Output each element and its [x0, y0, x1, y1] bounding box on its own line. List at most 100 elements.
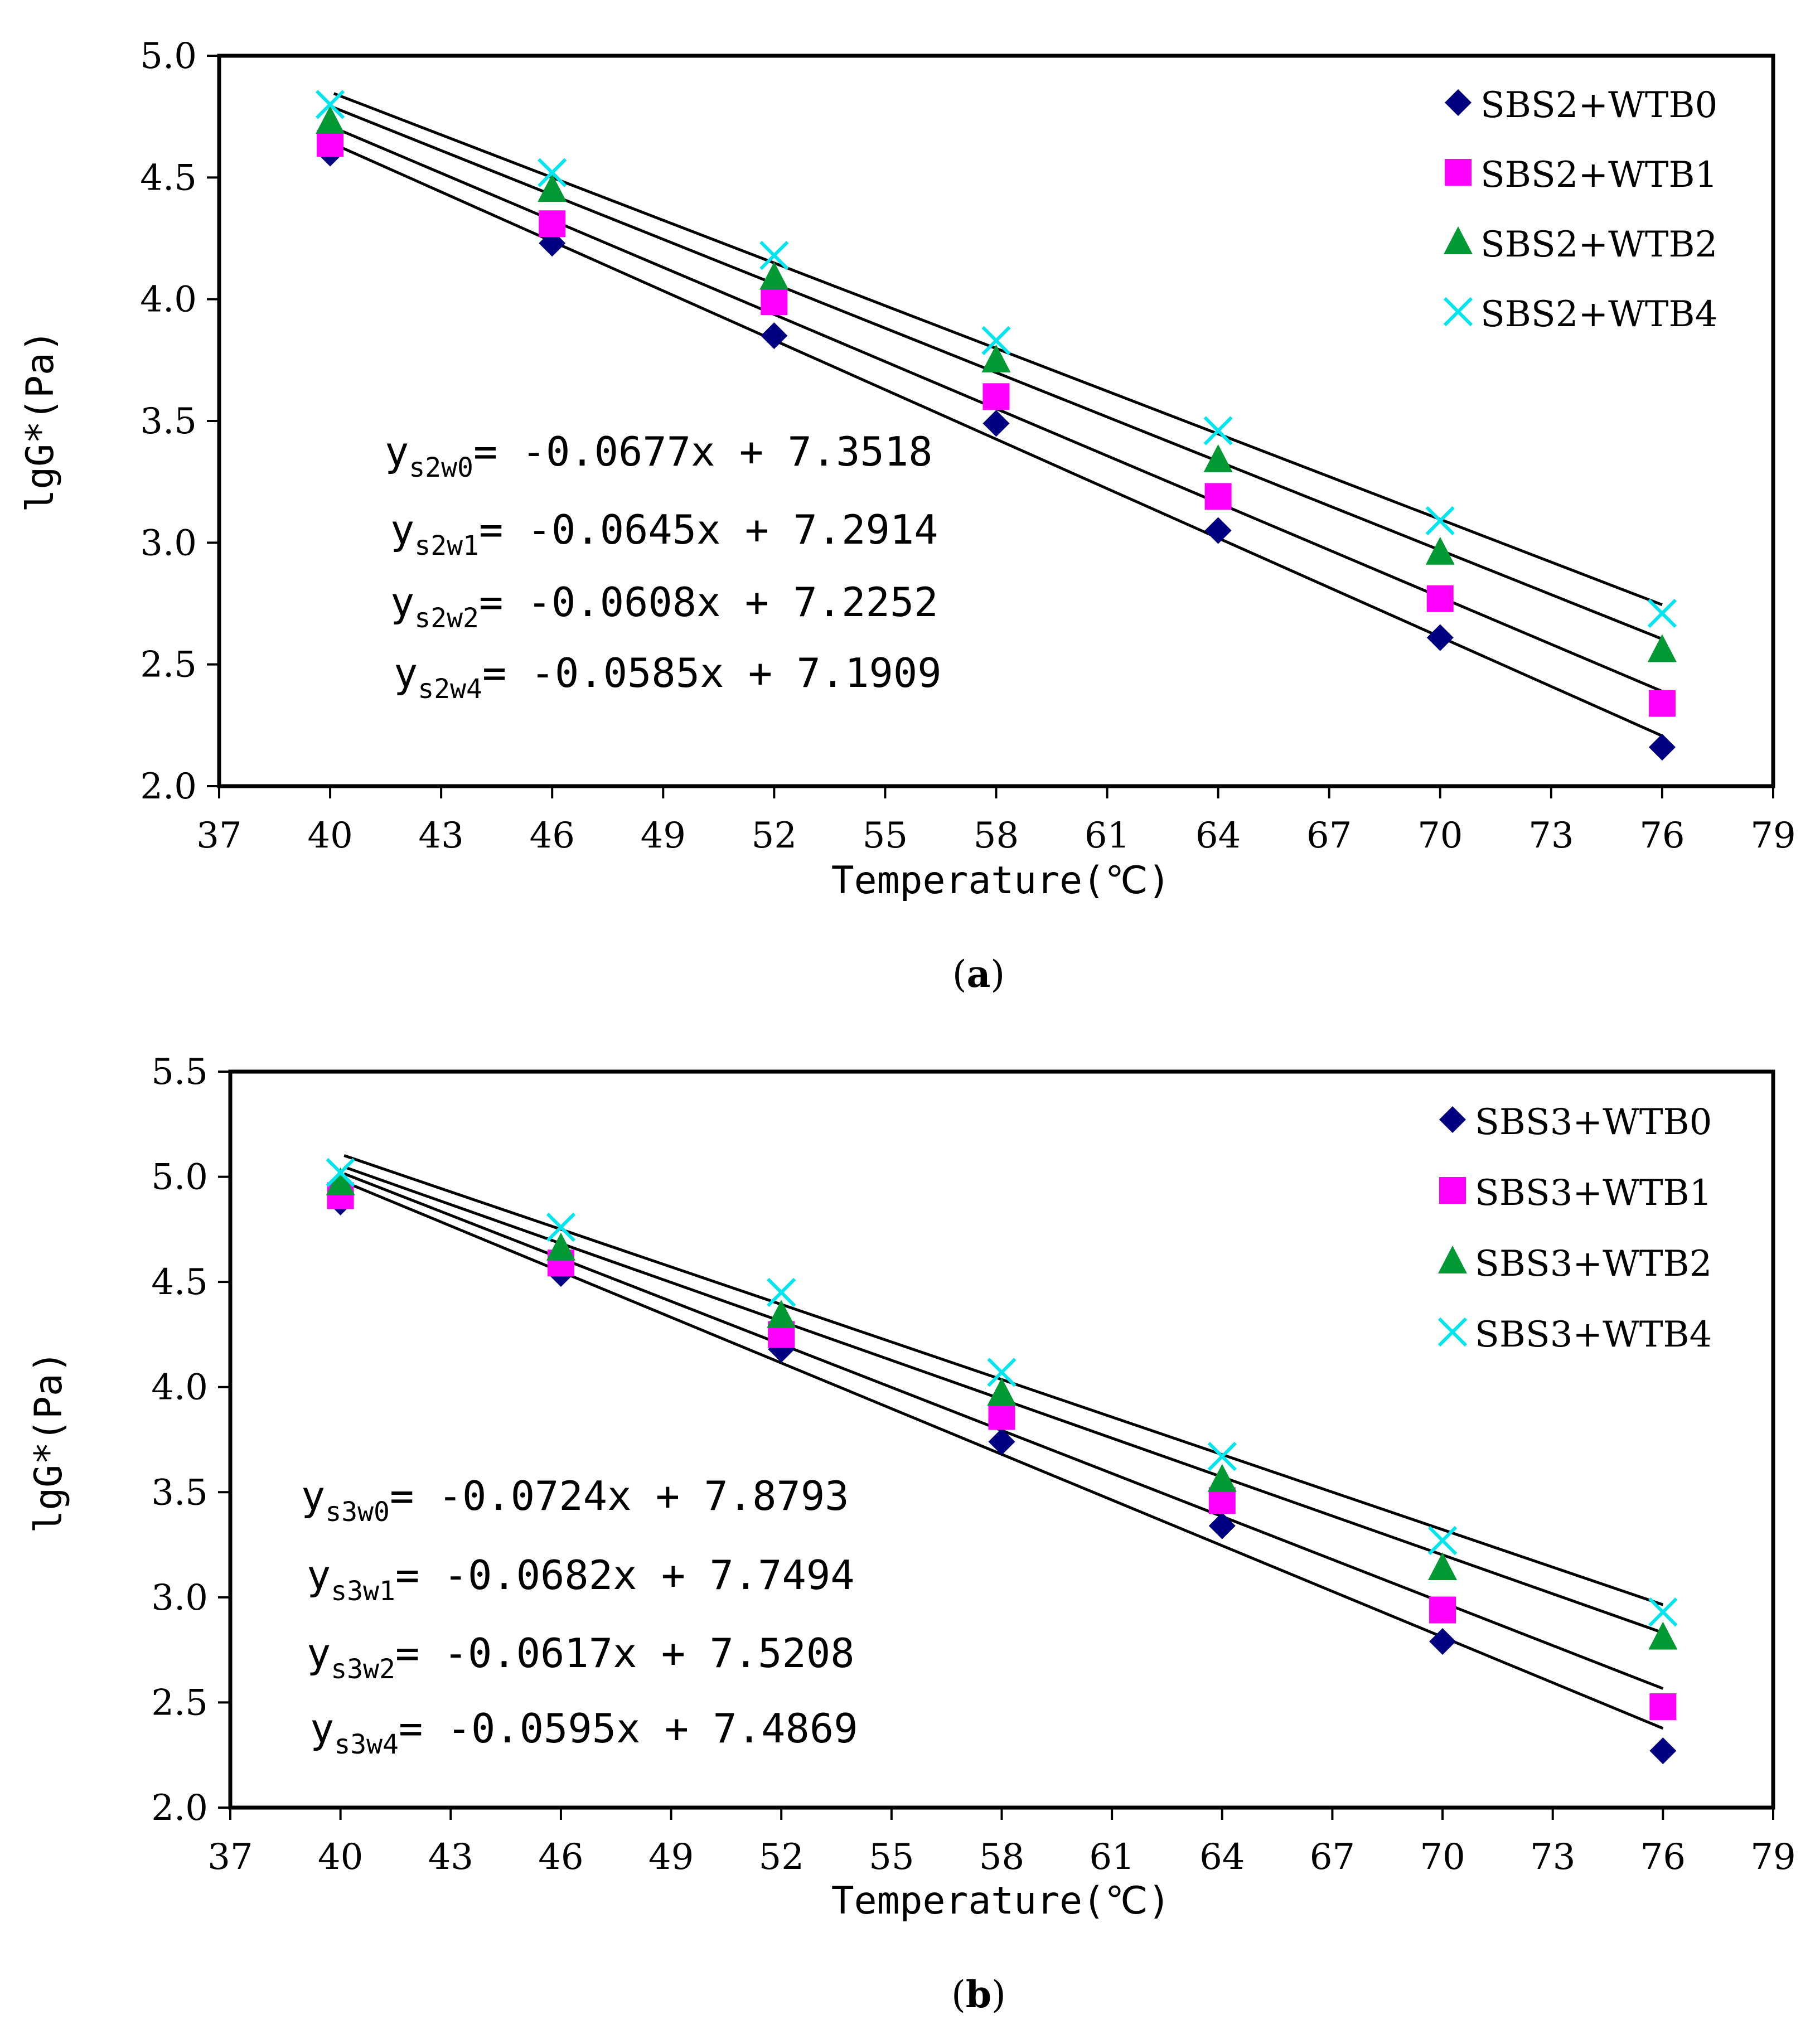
y-tick-label: 2.5: [140, 645, 197, 686]
data-point: [326, 1167, 355, 1195]
data-point: [982, 383, 1010, 410]
fit-equation: ys2w2= -0.0608x + 7.2252: [390, 579, 938, 634]
data-point: [1426, 585, 1454, 612]
x-tick-label: 46: [529, 815, 574, 856]
x-axis-label: Temperature(℃): [831, 1879, 1171, 1923]
y-tick-label: 3.5: [140, 401, 197, 442]
panel-label: (b): [951, 1973, 1006, 2016]
data-point: [1204, 517, 1232, 544]
x-tick-label: 40: [318, 1837, 363, 1878]
y-tick-label: 5.5: [151, 1052, 208, 1093]
legend-marker: [1437, 1317, 1468, 1347]
x-tick-label: 79: [1750, 1837, 1795, 1878]
x-tick-label: 76: [1640, 1837, 1686, 1878]
data-point: [316, 105, 345, 134]
x-tick-label: 70: [1417, 815, 1463, 856]
x-tick-label: 67: [1310, 1837, 1355, 1878]
legend-marker: [1445, 159, 1472, 186]
data-point: [767, 1300, 796, 1328]
legend-label: SBS3+WTB1: [1475, 1173, 1712, 1214]
data-point: [538, 174, 567, 202]
legend-marker: [1445, 89, 1472, 116]
fit-equation: ys3w1= -0.0682x + 7.7494: [307, 1552, 855, 1607]
data-point: [1429, 1596, 1456, 1624]
y-tick-label: 4.0: [140, 279, 197, 321]
data-point: [761, 288, 788, 316]
data-point: [1425, 536, 1455, 565]
legend-marker: [1443, 297, 1473, 327]
chart-b: 37 40 43 46 49 52 55 58 61 64 67 70 73 76 79 2.0 2.5 3.0 3…: [27, 1052, 1796, 2016]
legend-label: SBS2+WTB0: [1480, 85, 1717, 126]
x-tick-label: 79: [1750, 815, 1795, 856]
x-tick-label: 43: [418, 815, 463, 856]
legend-label: SBS2+WTB2: [1480, 224, 1717, 265]
x-tick-label: 37: [196, 815, 241, 856]
data-point: [988, 1403, 1015, 1430]
data-point: [539, 210, 566, 238]
x-tick-label: 40: [307, 815, 352, 856]
legend-label: SBS3+WTB0: [1475, 1102, 1712, 1143]
data-point: [759, 261, 789, 290]
data-point: [1648, 734, 1676, 761]
y-tick-label: 4.5: [151, 1262, 208, 1303]
legend-marker: [1438, 1246, 1467, 1273]
data-point: [1649, 1737, 1677, 1765]
data-point: [1648, 1621, 1678, 1650]
data-point: [987, 1358, 1017, 1387]
x-tick-label: 64: [1199, 1837, 1245, 1878]
x-tick-label: 64: [1195, 815, 1241, 856]
data-point: [315, 90, 345, 119]
data-point: [1426, 624, 1454, 651]
data-point: [761, 322, 788, 350]
data-point: [546, 1212, 576, 1242]
x-tick-label: 49: [648, 1837, 694, 1878]
fit-equation: ys3w2= -0.0617x + 7.5208: [307, 1630, 855, 1685]
data-point: [1647, 634, 1677, 662]
legend-label: SBS2+WTB4: [1480, 294, 1717, 335]
legend-label: SBS2+WTB1: [1480, 154, 1717, 196]
x-tick-label: 67: [1306, 815, 1352, 856]
data-point: [1649, 1693, 1677, 1720]
data-point: [1427, 1525, 1458, 1556]
x-tick-label: 43: [428, 1837, 473, 1878]
x-tick-label: 73: [1528, 815, 1574, 856]
x-tick-label: 37: [207, 1837, 253, 1878]
x-axis-label: Temperature(℃): [831, 859, 1171, 903]
data-point: [987, 1378, 1017, 1406]
y-axis-label: lgG*(Pa): [18, 330, 62, 512]
panel-label: (a): [952, 952, 1005, 996]
data-point: [538, 158, 567, 187]
data-point: [767, 1277, 796, 1307]
trend-line: [343, 1154, 1664, 1606]
x-tick-label: 49: [641, 815, 686, 856]
data-point: [1429, 1628, 1456, 1655]
x-tick-label: 55: [863, 815, 908, 856]
y-tick-label: 3.5: [151, 1472, 208, 1513]
data-point: [1203, 444, 1233, 472]
x-tick-label: 70: [1420, 1837, 1465, 1878]
data-point: [1207, 1442, 1237, 1471]
x-tick-label: 52: [758, 1837, 803, 1878]
data-point: [326, 1157, 355, 1188]
y-tick-label: 3.0: [140, 522, 197, 564]
legend-marker: [1444, 226, 1473, 254]
y-tick-label: 3.0: [151, 1577, 208, 1619]
legend-label: SBS3+WTB4: [1475, 1314, 1712, 1355]
x-tick-label: 58: [979, 1837, 1024, 1878]
data-point: [982, 410, 1010, 437]
data-point: [1428, 1552, 1458, 1581]
y-axis-label: lgG*(Pa): [27, 1350, 71, 1533]
x-tick-label: 58: [974, 815, 1019, 856]
data-point: [1204, 483, 1232, 510]
y-tick-label: 4.0: [151, 1367, 208, 1408]
legend-label: SBS3+WTB2: [1475, 1243, 1712, 1285]
x-tick-label: 61: [1085, 815, 1130, 856]
y-tick-label: 2.0: [151, 1788, 208, 1829]
data-point: [1208, 1512, 1236, 1539]
x-tick-label: 46: [538, 1837, 583, 1878]
x-tick-label: 73: [1530, 1837, 1575, 1878]
data-point: [1648, 690, 1676, 717]
y-tick-label: 5.0: [151, 1157, 208, 1198]
chart-a: 37 40 43 46 49 52 55 58 61 64 67 70 73 76 79 2.0 2.5 3.0 3…: [18, 36, 1796, 996]
